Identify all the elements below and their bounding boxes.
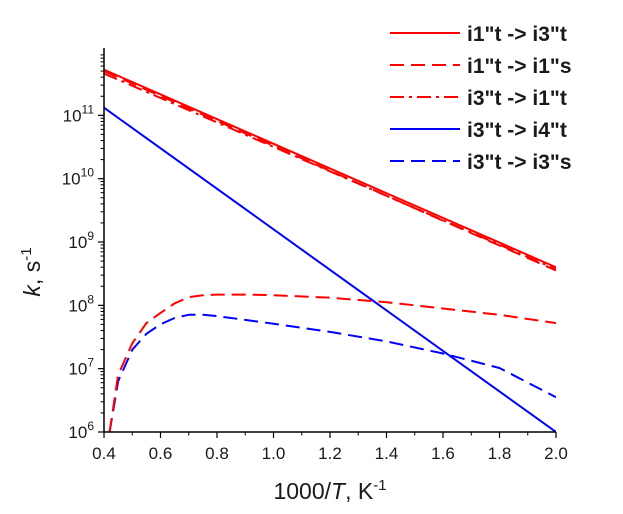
series-line-5 xyxy=(108,293,556,432)
x-tick-label: 1.2 xyxy=(318,444,342,463)
legend-label: i1"t -> i3"t xyxy=(467,23,567,46)
series-line-3 xyxy=(104,106,556,432)
y-tick-label: 109 xyxy=(68,229,94,252)
series-layer xyxy=(104,68,556,432)
y-tick-label: 108 xyxy=(68,292,94,315)
y-tick-label: 1011 xyxy=(63,102,95,125)
y-tick-label-exp: 11 xyxy=(82,102,95,116)
x-axis-title: 1000/T, K-1 xyxy=(273,477,386,504)
series-line-4 xyxy=(108,313,556,432)
legend: i1"t -> i3"t i1"t -> i1"s i3"t -> i1"t i3"t… xyxy=(390,23,572,174)
y-tick-label-base: 10 xyxy=(62,170,81,189)
y-tick-label-exp: 10 xyxy=(81,166,95,180)
legend-label: i3"t -> i1"t xyxy=(467,87,567,110)
x-tick-label: 0.8 xyxy=(205,444,229,463)
y-tick-label: 1010 xyxy=(62,166,95,189)
x-tick-label: 2.0 xyxy=(544,444,568,463)
y-tick-label-exp: 8 xyxy=(87,292,94,306)
y-tick-label-base: 10 xyxy=(68,233,87,252)
y-axis-title: k, s-1 xyxy=(18,247,45,296)
x-tick-label: 1.0 xyxy=(262,444,286,463)
y-tick-label-exp: 9 xyxy=(87,229,94,243)
x-tick-label: 1.6 xyxy=(431,444,455,463)
y-tick-label-base: 10 xyxy=(68,360,87,379)
x-tick-label: 1.8 xyxy=(488,444,512,463)
y-tick-label-base: 10 xyxy=(68,423,87,442)
y-tick-label-exp: 7 xyxy=(87,356,94,370)
y-tick-label: 107 xyxy=(68,356,94,379)
x-tick-label: 1.4 xyxy=(375,444,399,463)
ticks-layer: 0.4 0.6 0.8 1.0 1.2 1.4 1.6 1.8 2.01061071081091… xyxy=(62,54,568,463)
y-tick-label-exp: 6 xyxy=(87,419,94,433)
x-tick-label: 0.6 xyxy=(149,444,173,463)
y-tick-label-base: 10 xyxy=(68,296,87,315)
legend-label: i1"t -> i1"s xyxy=(467,55,572,78)
legend-label: i3"t -> i3"s xyxy=(467,151,572,174)
series-line-2 xyxy=(104,72,556,271)
y-tick-label-base: 10 xyxy=(63,106,82,125)
y-tick-label: 106 xyxy=(68,419,94,442)
x-tick-label: 0.4 xyxy=(92,444,116,463)
series-line-0 xyxy=(104,68,556,269)
legend-label: i3"t -> i4"t xyxy=(467,119,567,142)
